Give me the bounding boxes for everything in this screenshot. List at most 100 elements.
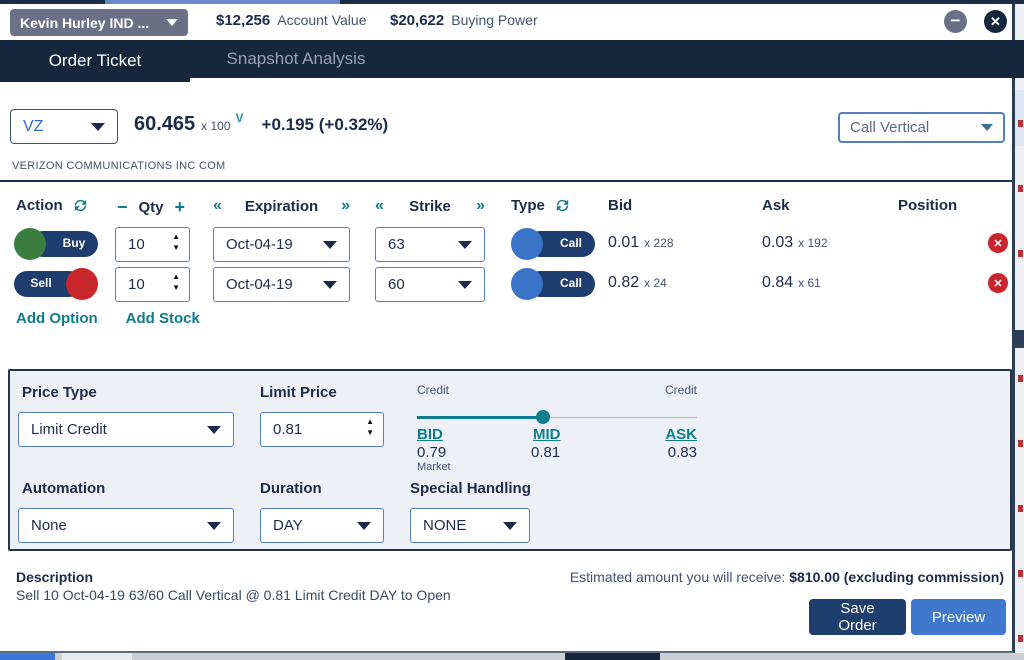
account-selector[interactable]: Kevin Hurley IND ... <box>10 9 188 36</box>
bid-cell: 0.01 x 228 <box>608 234 674 252</box>
minimize-button[interactable]: − <box>944 10 967 33</box>
account-value-metric: $12,256 Account Value <box>216 12 366 29</box>
step-down-icon[interactable]: ▼ <box>172 243 180 252</box>
step-up-icon[interactable]: ▲ <box>172 272 180 281</box>
expiration-next-icon[interactable]: » <box>341 197 350 214</box>
strategy-dropdown[interactable]: Call Vertical <box>838 112 1005 143</box>
background-top-sliver <box>0 0 1024 4</box>
automation-dropdown[interactable]: None <box>18 508 234 543</box>
limit-price-stepper[interactable]: ▲ ▼ <box>366 418 374 437</box>
step-up-icon[interactable]: ▲ <box>172 232 180 241</box>
sell-knob <box>66 268 98 300</box>
tab-order-ticket[interactable]: Order Ticket <box>0 40 190 82</box>
add-stock-link[interactable]: Add Stock <box>125 310 200 327</box>
qty-field: ▲ ▼ <box>115 227 190 262</box>
slider-right-label: Credit <box>664 383 697 397</box>
strike-dropdown[interactable]: 60 <box>375 267 485 302</box>
strike-prev-icon[interactable]: « <box>375 197 384 214</box>
save-order-button[interactable]: Save Order <box>809 599 906 635</box>
qty-input[interactable] <box>116 228 160 261</box>
remove-icon: ✕ <box>993 237 1003 250</box>
expiration-dropdown[interactable]: Oct-04-19 <box>213 227 350 262</box>
action-toggle[interactable]: Buy <box>14 228 98 260</box>
column-action: Action <box>16 197 89 214</box>
description-label: Description <box>16 569 94 585</box>
price-type-label: Price Type <box>22 384 97 401</box>
ask-anchor-link[interactable]: ASK <box>665 426 697 443</box>
add-option-link[interactable]: Add Option <box>16 310 98 327</box>
volatility-flag: V <box>235 111 244 125</box>
type-toggle[interactable]: Call <box>511 228 595 260</box>
bid-market-note: Market <box>417 461 451 473</box>
type-label: Call <box>559 276 582 290</box>
qty-increment-icon[interactable]: + <box>174 197 186 217</box>
bid-anchor-value: 0.79 <box>417 444 447 461</box>
duration-dropdown[interactable]: DAY <box>260 508 384 543</box>
column-type: Type <box>511 197 571 214</box>
strike-dropdown[interactable]: 63 <box>375 227 485 262</box>
chevron-down-icon <box>91 122 105 131</box>
action-toggle[interactable]: Sell <box>14 268 98 300</box>
tab-snapshot-analysis[interactable]: Snapshot Analysis <box>226 49 366 68</box>
slider-track[interactable] <box>417 417 697 418</box>
limit-price-input[interactable] <box>261 413 345 446</box>
type-toggle[interactable]: Call <box>511 268 595 300</box>
chevron-down-icon <box>503 521 517 530</box>
strike-next-icon[interactable]: » <box>476 197 485 214</box>
account-selector-label: Kevin Hurley IND ... <box>20 14 150 31</box>
remove-leg-button[interactable]: ✕ <box>988 233 1008 253</box>
background-bottom-scrollbar[interactable] <box>0 653 1024 660</box>
account-value: $12,256 <box>216 12 271 29</box>
background-bottom-segment <box>565 653 660 660</box>
expiration-value: Oct-04-19 <box>226 236 293 253</box>
limit-price-field: ▲ ▼ <box>260 412 384 447</box>
duration-label: Duration <box>260 480 322 497</box>
background-marker <box>1018 635 1023 642</box>
slider-handle[interactable] <box>536 410 550 424</box>
symbol-quote: 60.465 x 100 V +0.195 (+0.32%) <box>134 111 388 136</box>
expiration-prev-icon[interactable]: « <box>213 197 222 214</box>
expiration-dropdown[interactable]: Oct-04-19 <box>213 267 350 302</box>
chevron-down-icon <box>166 19 178 26</box>
background-marker <box>1018 375 1023 382</box>
background-right-sliver <box>1015 4 1024 660</box>
remove-leg-button[interactable]: ✕ <box>988 273 1008 293</box>
bid-cell: 0.82 x 24 <box>608 274 667 292</box>
column-expiration: « Expiration » <box>213 197 350 215</box>
order-ticket-dialog: Kevin Hurley IND ... $12,256 Account Val… <box>0 4 1024 653</box>
step-down-icon[interactable]: ▼ <box>366 428 374 437</box>
bid-value: 0.01 <box>608 234 640 251</box>
buying-power: $20,622 <box>390 12 445 29</box>
step-down-icon[interactable]: ▼ <box>172 283 180 292</box>
qty-input[interactable] <box>116 268 160 301</box>
bid-size: x 24 <box>644 276 667 290</box>
swap-type-icon[interactable] <box>554 197 571 214</box>
special-handling-dropdown[interactable]: NONE <box>410 508 530 543</box>
limit-price-label: Limit Price <box>260 384 337 401</box>
account-value-label: Account Value <box>277 12 367 28</box>
step-up-icon[interactable]: ▲ <box>366 417 374 426</box>
bid-anchor-link[interactable]: BID <box>417 426 443 443</box>
swap-action-icon[interactable] <box>72 197 89 214</box>
bid-value: 0.82 <box>608 274 640 291</box>
estimate-value: $810.00 (excluding commission) <box>789 569 1004 585</box>
mid-anchor-link[interactable]: MID <box>533 426 561 443</box>
preview-button[interactable]: Preview <box>911 599 1006 635</box>
price-type-dropdown[interactable]: Limit Credit <box>18 412 234 447</box>
ask-anchor-value: 0.83 <box>667 444 697 461</box>
qty-stepper[interactable]: ▲ ▼ <box>172 273 180 292</box>
mid-anchor-value: 0.81 <box>531 444 561 461</box>
qty-decrement-icon[interactable]: − <box>117 197 128 217</box>
remove-icon: ✕ <box>993 277 1003 290</box>
action-label: Sell <box>30 276 52 290</box>
type-header-label: Type <box>511 197 545 214</box>
close-button[interactable]: ✕ <box>984 10 1007 33</box>
symbol-dropdown[interactable]: VZ <box>10 109 118 144</box>
add-links: Add Option Add Stock <box>16 310 200 327</box>
special-handling-value: NONE <box>423 517 467 534</box>
buy-knob <box>14 228 46 260</box>
qty-stepper[interactable]: ▲ ▼ <box>172 233 180 252</box>
chevron-down-icon <box>357 521 371 530</box>
account-bar: Kevin Hurley IND ... $12,256 Account Val… <box>0 4 1012 40</box>
column-qty: − Qty + <box>117 197 185 218</box>
